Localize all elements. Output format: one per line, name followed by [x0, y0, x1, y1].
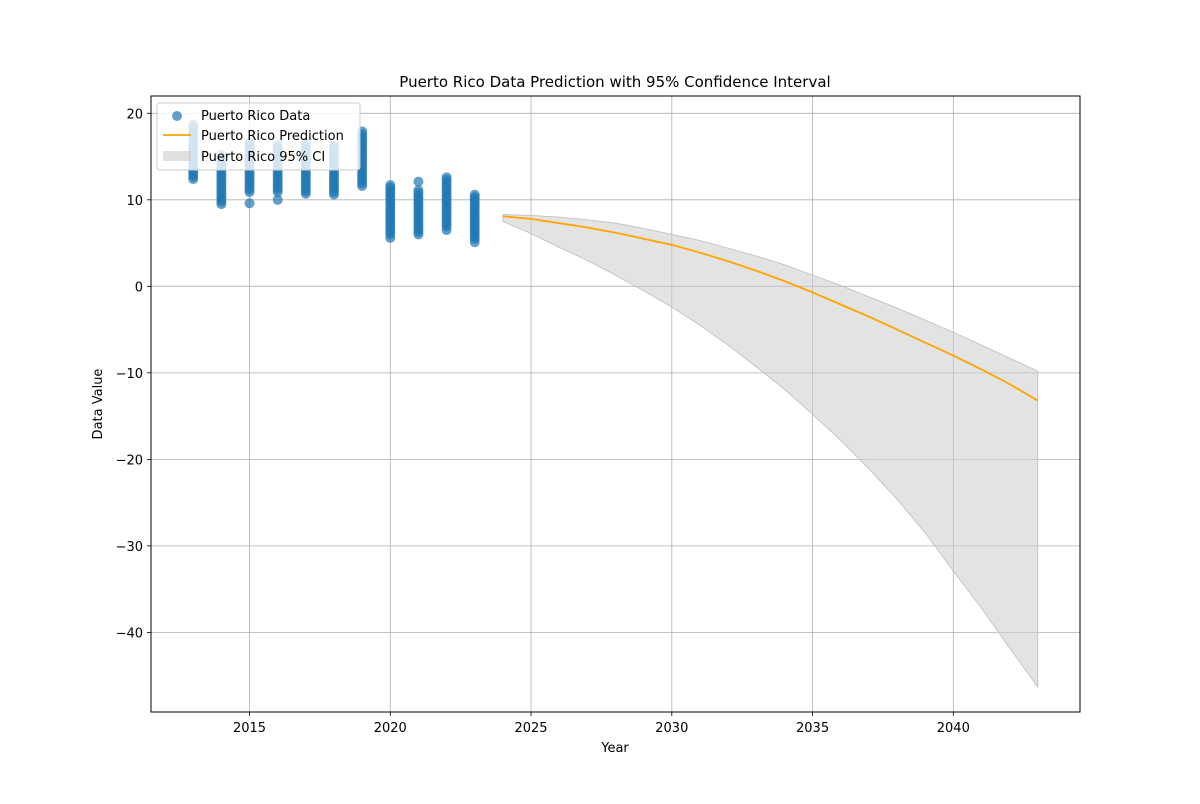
y-tick-label: 10 — [126, 194, 143, 209]
legend-data-marker — [172, 111, 182, 121]
scatter-point — [188, 174, 199, 185]
scatter-point — [441, 225, 452, 236]
scatter-point — [216, 199, 227, 210]
x-tick-label: 2035 — [796, 721, 829, 736]
y-tick-label: 0 — [135, 280, 143, 295]
legend-ci-swatch — [163, 151, 191, 161]
legend-data-label: Puerto Rico Data — [201, 109, 310, 124]
legend-prediction-label: Puerto Rico Prediction — [201, 129, 344, 144]
chart-title: Puerto Rico Data Prediction with 95% Con… — [399, 73, 830, 91]
y-tick-label: −20 — [116, 453, 143, 468]
y-axis-label: Data Value — [91, 369, 106, 440]
scatter-point — [413, 229, 424, 240]
y-tick-label: −30 — [116, 540, 143, 555]
x-tick-label: 2015 — [233, 721, 266, 736]
legend-box — [156, 102, 361, 171]
axes-layer: 2015 2020 2025 2030 2035 2040 20 10 0 −10 −20 −30 −4… — [116, 107, 970, 736]
scatter-point — [300, 188, 311, 199]
scatter-point — [385, 232, 396, 243]
scatter-point — [272, 187, 283, 198]
scatter-point — [413, 176, 424, 187]
y-tick-label: −10 — [116, 367, 143, 382]
prediction-line — [502, 215, 1039, 402]
plot-area: 2015 2020 2025 2030 2035 2040 20 10 0 −10 −20 −30 −4… — [116, 95, 1081, 736]
plot-frame — [150, 95, 1081, 713]
legend-ci-label: Puerto Rico 95% CI — [201, 150, 325, 165]
scatter-point — [469, 237, 480, 248]
scatter-point — [357, 180, 368, 191]
y-tick-label: 20 — [126, 107, 143, 122]
x-tick-label: 2020 — [374, 721, 407, 736]
scatter-point — [328, 189, 339, 200]
x-tick-label: 2025 — [514, 721, 547, 736]
x-axis-label: Year — [600, 741, 629, 756]
prediction-line-layer — [502, 215, 1039, 402]
y-tick-label: −40 — [116, 626, 143, 641]
x-tick-label: 2030 — [655, 721, 688, 736]
scatter-point — [244, 198, 255, 209]
x-tick-label: 2040 — [937, 721, 970, 736]
scatter-point — [272, 194, 283, 205]
legend: Puerto Rico Data Puerto Rico Prediction … — [156, 102, 361, 171]
scatter-point — [244, 187, 255, 198]
